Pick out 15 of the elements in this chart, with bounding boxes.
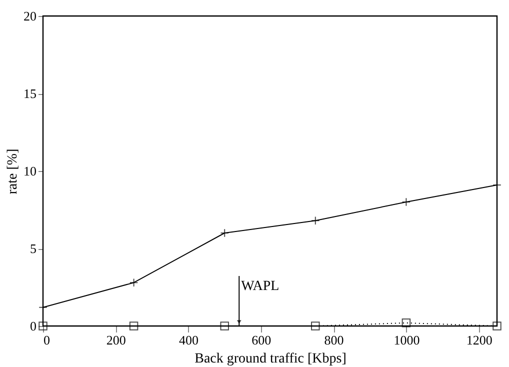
x-tick-label: 1000 xyxy=(394,332,420,348)
x-tick-label: 600 xyxy=(252,332,272,348)
x-axis-title: Back ground traffic [Kbps] xyxy=(194,352,346,366)
y-tick-label: 20 xyxy=(24,8,36,24)
y-tick-label: 5 xyxy=(30,241,36,256)
x-tick-label: 800 xyxy=(324,332,344,348)
x-tick-label: 400 xyxy=(179,332,199,348)
annotation: WAPL xyxy=(241,279,280,294)
y-tick-label: 15 xyxy=(24,86,36,101)
y-axis-title: rate [%] xyxy=(6,148,20,194)
x-tick-label: 1200 xyxy=(466,332,492,348)
y-tick-label: 0 xyxy=(30,318,36,334)
y-tick-label: 10 xyxy=(24,164,36,178)
x-tick-label: 200 xyxy=(106,332,126,348)
x-tick-label: 0 xyxy=(44,332,50,348)
